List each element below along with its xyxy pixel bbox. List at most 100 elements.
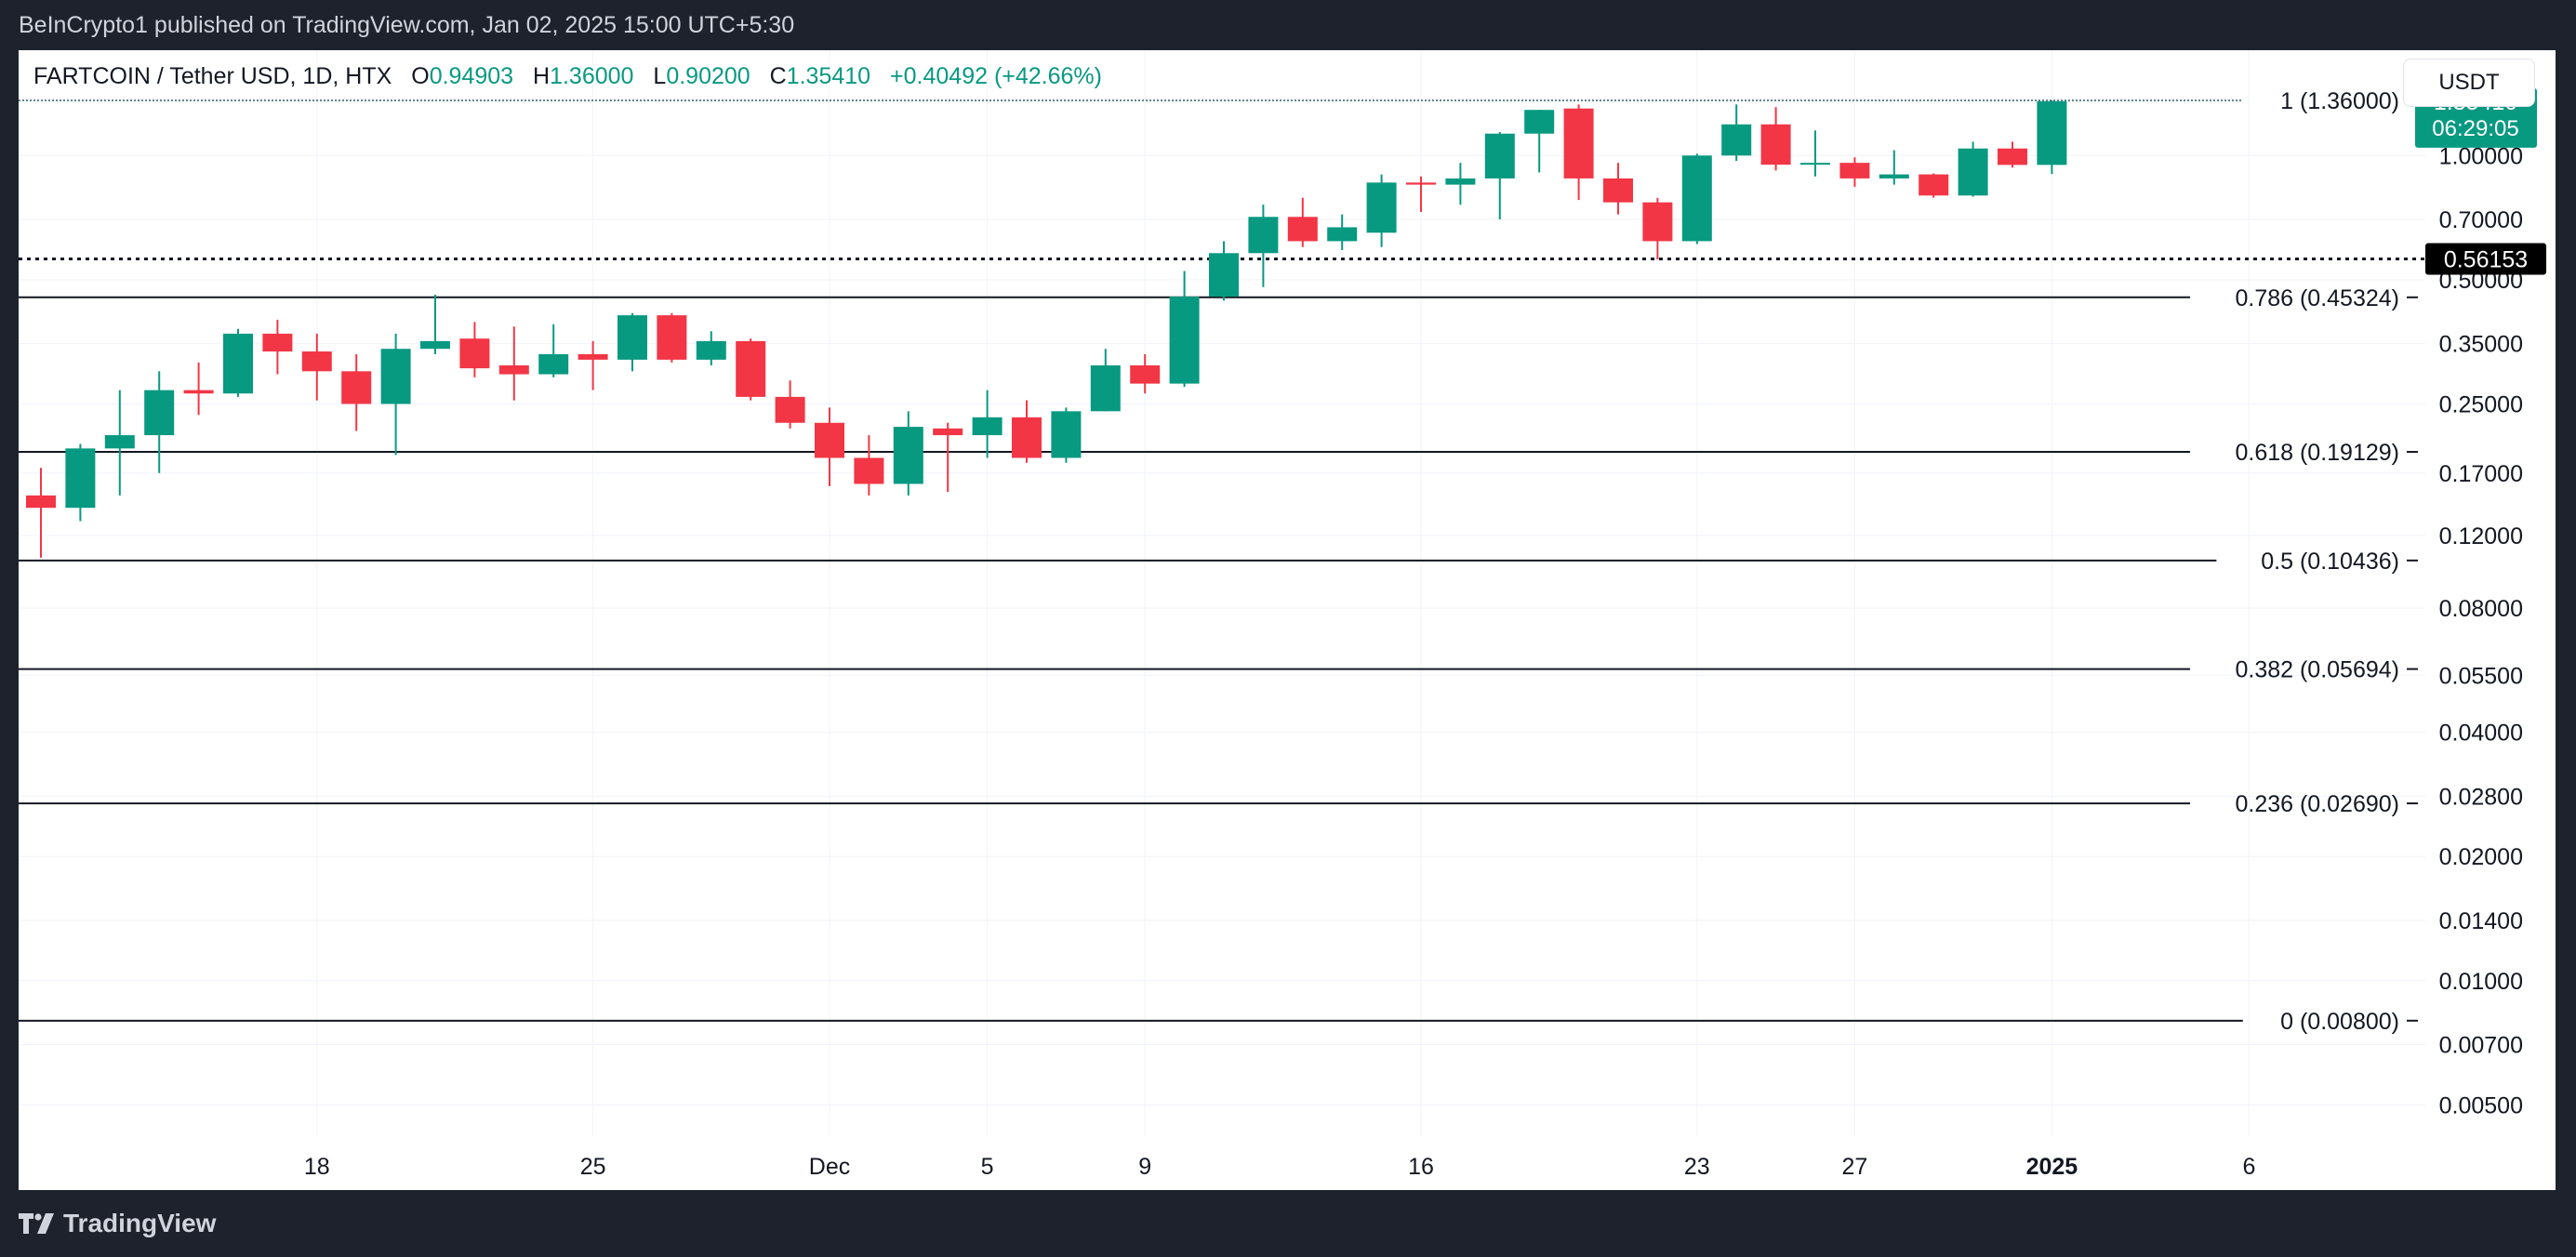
tradingview-logo[interactable]: TradingView bbox=[19, 1209, 216, 1238]
candle-body bbox=[1958, 148, 1988, 196]
price-tick-label: 0.01000 bbox=[2439, 969, 2523, 995]
candle-body bbox=[1248, 217, 1279, 254]
price-tick-label: 1.00000 bbox=[2439, 143, 2523, 169]
ohlc-legend: FARTCOIN / Tether USD, 1D, HTX O0.94903 … bbox=[33, 63, 1102, 90]
candle-body bbox=[1484, 133, 1515, 179]
publisher-bar: BeInCrypto1 published on TradingView.com… bbox=[0, 0, 2576, 50]
fib-label: 0 (0.00800) bbox=[2280, 1009, 2399, 1035]
candle-body bbox=[65, 448, 96, 509]
close-value: 1.35410 bbox=[786, 63, 871, 89]
reference-price-label: 0.56153 bbox=[2444, 247, 2528, 273]
time-tick-label: 9 bbox=[1138, 1154, 1151, 1180]
candle-body bbox=[420, 340, 450, 350]
candle-body bbox=[498, 364, 529, 375]
price-tick-label: 0.08000 bbox=[2439, 596, 2523, 622]
fib-label: 0.382 (0.05694) bbox=[2235, 657, 2399, 683]
candle-body bbox=[223, 333, 253, 394]
candle-body bbox=[854, 457, 884, 484]
reference-price-badge bbox=[2425, 243, 2546, 275]
candle-body bbox=[1681, 155, 1712, 242]
price-tick-label: 0.05500 bbox=[2439, 663, 2523, 689]
time-tick-label: 25 bbox=[580, 1154, 606, 1180]
tradingview-brand: TradingView bbox=[63, 1209, 217, 1237]
candle-body bbox=[1406, 182, 1436, 185]
publisher-text: BeInCrypto1 published on TradingView.com… bbox=[19, 12, 795, 38]
time-tick-label: 5 bbox=[981, 1154, 994, 1180]
candle-body bbox=[380, 349, 411, 404]
currency-button[interactable]: USDT bbox=[2403, 59, 2535, 107]
price-tick-label: 0.00700 bbox=[2439, 1033, 2523, 1059]
low-label: L bbox=[653, 63, 667, 89]
candle-body bbox=[1090, 364, 1121, 412]
candle-body bbox=[1209, 253, 1239, 298]
candle-body bbox=[893, 427, 923, 484]
tradingview-logo-icon bbox=[19, 1213, 54, 1234]
close-label: C bbox=[769, 63, 787, 89]
chart-panel[interactable]: 1 (1.36000) 0.786 (0.45324) 0.618 (0.19129… bbox=[19, 50, 2556, 1190]
candle-body bbox=[1879, 174, 1909, 179]
candle-body bbox=[1327, 227, 1358, 242]
low-value: 0.90200 bbox=[666, 63, 750, 89]
open-label: O bbox=[411, 63, 430, 89]
candle-body bbox=[341, 371, 372, 404]
candle-body bbox=[104, 435, 135, 449]
candle-body bbox=[1839, 163, 1870, 179]
candle-body bbox=[1563, 108, 1594, 179]
candle-body bbox=[1760, 124, 1791, 165]
candle-body bbox=[144, 390, 175, 436]
price-tick-label: 0.02800 bbox=[2439, 784, 2523, 810]
time-tick-label: 2025 bbox=[2026, 1154, 2078, 1180]
price-tick-label: 0.17000 bbox=[2439, 461, 2523, 487]
candle-body bbox=[183, 390, 214, 394]
price-tick-label: 0.02000 bbox=[2439, 844, 2523, 870]
price-tick-label: 0.04000 bbox=[2439, 721, 2523, 747]
candle-body bbox=[775, 396, 805, 423]
price-tick-label: 0.70000 bbox=[2439, 207, 2523, 233]
candle-body bbox=[972, 417, 1003, 436]
fib-label: 0.236 (0.02690) bbox=[2235, 791, 2399, 817]
candle-body bbox=[1445, 178, 1476, 185]
candle-body bbox=[2037, 100, 2067, 165]
candle-body bbox=[1287, 217, 1318, 242]
time-tick-label: 6 bbox=[2242, 1154, 2255, 1180]
price-tick-label: 0.01400 bbox=[2439, 908, 2523, 934]
fib-label: 0.786 (0.45324) bbox=[2235, 285, 2399, 311]
candle-body bbox=[301, 351, 332, 372]
candle-body bbox=[1169, 297, 1200, 384]
fib-label: 1 (1.36000) bbox=[2280, 88, 2399, 114]
candle-body bbox=[538, 353, 569, 375]
candle-body bbox=[657, 315, 687, 360]
countdown-label: 06:29:05 bbox=[2432, 116, 2518, 141]
candle-body bbox=[1800, 163, 1830, 165]
price-tick-label: 0.12000 bbox=[2439, 523, 2523, 549]
candle-body bbox=[696, 340, 726, 360]
price-chart[interactable]: 1 (1.36000) 0.786 (0.45324) 0.618 (0.19129… bbox=[19, 50, 2556, 1190]
high-label: H bbox=[533, 63, 551, 89]
candle-body bbox=[1603, 178, 1633, 203]
open-value: 0.94903 bbox=[429, 63, 514, 89]
candle-body bbox=[26, 495, 56, 509]
candle-body bbox=[1130, 364, 1161, 384]
candle-body bbox=[262, 333, 293, 352]
candle-body bbox=[459, 338, 490, 369]
price-tick-label: 0.00500 bbox=[2439, 1092, 2523, 1118]
candle-body bbox=[933, 428, 963, 436]
candle-body bbox=[617, 315, 647, 360]
candle-body bbox=[1919, 174, 1949, 196]
time-tick-label: 27 bbox=[1841, 1154, 1867, 1180]
symbol-title[interactable]: FARTCOIN / Tether USD, 1D, HTX bbox=[33, 63, 392, 89]
candle-body bbox=[1642, 202, 1673, 242]
time-tick-label: Dec bbox=[809, 1154, 850, 1180]
price-tick-label: 0.35000 bbox=[2439, 332, 2523, 358]
time-tick-label: 23 bbox=[1684, 1154, 1710, 1180]
fib-label: 0.5 (0.10436) bbox=[2261, 549, 2399, 575]
candle-body bbox=[578, 353, 608, 360]
candle-body bbox=[1721, 124, 1752, 156]
candle-body bbox=[1366, 182, 1397, 233]
high-value: 1.36000 bbox=[550, 63, 634, 89]
candle-body bbox=[1012, 417, 1042, 458]
candle-body bbox=[815, 422, 844, 458]
fib-label: 0.618 (0.19129) bbox=[2235, 440, 2399, 466]
candle-body bbox=[1051, 411, 1082, 458]
change-value: +0.40492 (+42.66%) bbox=[890, 63, 1102, 89]
